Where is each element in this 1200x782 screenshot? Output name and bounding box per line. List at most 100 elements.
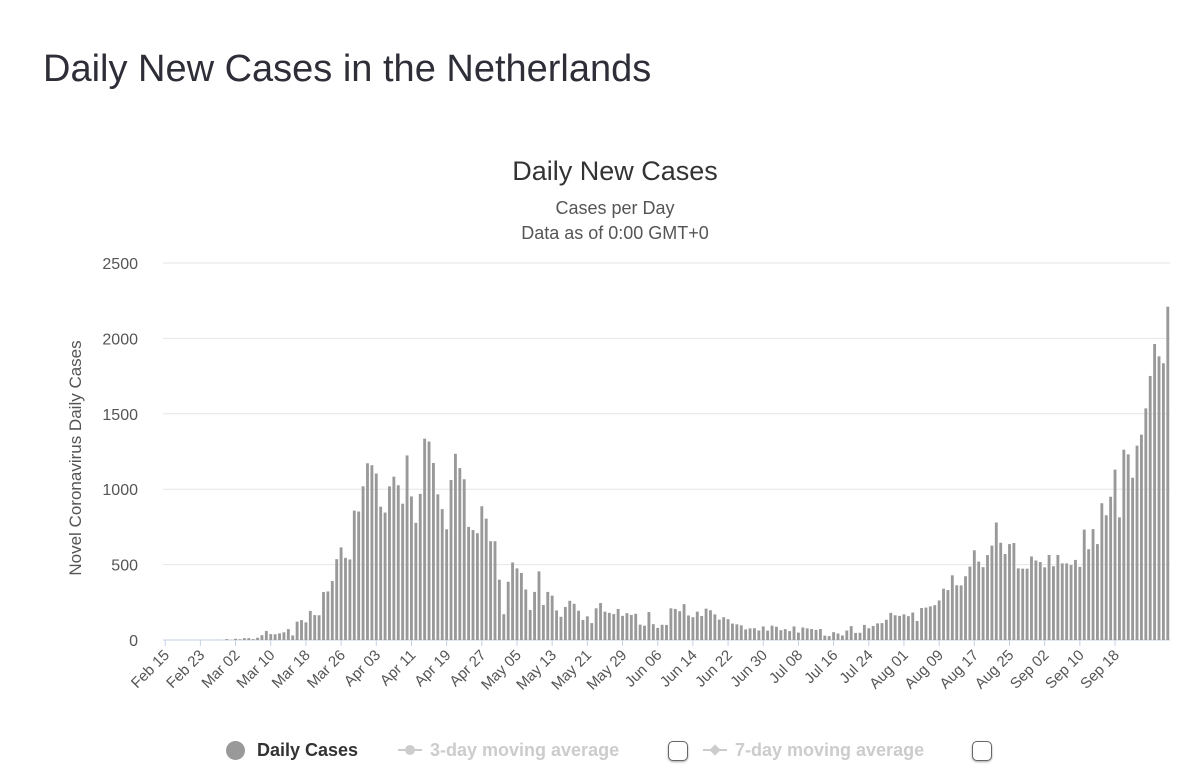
daily-cases-bar[interactable] bbox=[1157, 356, 1161, 640]
daily-cases-bar[interactable] bbox=[1074, 559, 1077, 640]
daily-cases-bar[interactable] bbox=[612, 614, 616, 640]
daily-cases-bar[interactable] bbox=[405, 455, 409, 640]
daily-cases-bar[interactable] bbox=[625, 613, 629, 640]
daily-cases-bar[interactable] bbox=[322, 592, 325, 640]
daily-cases-bar[interactable] bbox=[770, 625, 774, 640]
daily-cases-bar[interactable] bbox=[533, 591, 537, 640]
daily-cases-bar[interactable] bbox=[981, 567, 985, 640]
daily-cases-bar[interactable] bbox=[264, 630, 268, 640]
daily-cases-bar[interactable] bbox=[990, 545, 994, 640]
daily-cases-bar[interactable] bbox=[753, 628, 756, 640]
daily-cases-bar[interactable] bbox=[225, 639, 229, 640]
daily-cases-bar[interactable] bbox=[1104, 515, 1108, 640]
daily-cases-bar[interactable] bbox=[497, 579, 501, 640]
daily-cases-bar[interactable] bbox=[541, 605, 545, 640]
daily-cases-bar[interactable] bbox=[814, 629, 818, 640]
daily-cases-bar[interactable] bbox=[634, 613, 638, 640]
daily-cases-bar[interactable] bbox=[1060, 563, 1064, 640]
daily-cases-bar[interactable] bbox=[256, 637, 259, 640]
daily-cases-bar[interactable] bbox=[1030, 556, 1033, 640]
daily-cases-bar[interactable] bbox=[678, 611, 682, 640]
daily-cases-bar[interactable] bbox=[1109, 496, 1113, 640]
daily-cases-bar[interactable] bbox=[726, 619, 730, 640]
daily-cases-bar[interactable] bbox=[766, 630, 770, 640]
daily-cases-bar[interactable] bbox=[581, 619, 585, 640]
daily-cases-bar[interactable] bbox=[401, 503, 405, 640]
daily-cases-bar[interactable] bbox=[933, 605, 937, 640]
daily-cases-bar[interactable] bbox=[977, 561, 981, 640]
daily-cases-bar[interactable] bbox=[1038, 562, 1042, 640]
daily-cases-bar[interactable] bbox=[713, 614, 717, 640]
daily-cases-bar[interactable] bbox=[616, 608, 620, 640]
daily-cases-bar[interactable] bbox=[986, 555, 989, 640]
daily-cases-bar[interactable] bbox=[445, 529, 449, 640]
daily-cases-bar[interactable] bbox=[722, 617, 726, 640]
daily-cases-bar[interactable] bbox=[994, 522, 998, 640]
daily-cases-bar[interactable] bbox=[1135, 445, 1139, 640]
legend-3-day-average[interactable]: 3-day moving average bbox=[398, 735, 619, 765]
daily-cases-bar[interactable] bbox=[867, 628, 871, 640]
daily-cases-bar[interactable] bbox=[964, 576, 967, 640]
daily-cases-bar[interactable] bbox=[317, 615, 321, 640]
daily-cases-bar[interactable] bbox=[374, 473, 378, 640]
daily-cases-bar[interactable] bbox=[427, 441, 431, 640]
daily-cases-bar[interactable] bbox=[392, 476, 396, 640]
daily-cases-bar[interactable] bbox=[1131, 477, 1135, 640]
daily-cases-bar[interactable] bbox=[234, 638, 237, 640]
daily-cases-bar[interactable] bbox=[506, 581, 510, 640]
daily-cases-bar[interactable] bbox=[1122, 449, 1126, 640]
daily-cases-bar[interactable] bbox=[269, 634, 273, 640]
daily-cases-bar[interactable] bbox=[251, 639, 255, 640]
daily-cases-bar[interactable] bbox=[911, 612, 915, 640]
daily-cases-bar[interactable] bbox=[796, 632, 800, 640]
daily-cases-bar[interactable] bbox=[942, 588, 945, 640]
daily-cases-bar[interactable] bbox=[665, 624, 668, 640]
daily-cases-bar[interactable] bbox=[449, 480, 453, 640]
daily-cases-bar[interactable] bbox=[1012, 543, 1016, 640]
daily-cases-bar[interactable] bbox=[871, 625, 875, 640]
daily-cases-bar[interactable] bbox=[700, 616, 704, 640]
daily-cases-bar[interactable] bbox=[286, 629, 290, 640]
ma7-checkbox[interactable] bbox=[972, 741, 992, 761]
daily-cases-bar[interactable] bbox=[511, 562, 515, 640]
daily-cases-bar[interactable] bbox=[1166, 306, 1170, 640]
daily-cases-bar[interactable] bbox=[669, 608, 673, 640]
daily-cases-bar[interactable] bbox=[1161, 363, 1165, 640]
daily-cases-bar[interactable] bbox=[893, 615, 897, 640]
daily-cases-bar[interactable] bbox=[788, 631, 792, 640]
daily-cases-bar[interactable] bbox=[1118, 517, 1121, 640]
daily-cases-bar[interactable] bbox=[823, 635, 827, 640]
daily-cases-bar[interactable] bbox=[572, 603, 576, 640]
daily-cases-bar[interactable] bbox=[559, 616, 563, 640]
daily-cases-bar[interactable] bbox=[629, 614, 633, 640]
daily-cases-bar[interactable] bbox=[357, 511, 361, 640]
daily-cases-bar[interactable] bbox=[1091, 529, 1095, 640]
daily-cases-bar[interactable] bbox=[432, 462, 435, 640]
daily-cases-bar[interactable] bbox=[854, 632, 858, 640]
daily-cases-bar[interactable] bbox=[282, 632, 286, 640]
daily-cases-bar[interactable] bbox=[651, 624, 655, 640]
daily-cases-bar[interactable] bbox=[489, 541, 493, 640]
legend-7-day-average[interactable]: 7-day moving average bbox=[703, 735, 924, 765]
daily-cases-bar[interactable] bbox=[493, 541, 497, 640]
daily-cases-bar[interactable] bbox=[568, 600, 572, 640]
daily-cases-bar[interactable] bbox=[335, 559, 339, 640]
daily-cases-bar[interactable] bbox=[704, 608, 708, 640]
daily-cases-bar[interactable] bbox=[898, 615, 901, 640]
daily-cases-bar[interactable] bbox=[594, 608, 598, 640]
daily-cases-bar[interactable] bbox=[458, 468, 462, 640]
daily-cases-bar[interactable] bbox=[656, 627, 660, 640]
daily-cases-bar[interactable] bbox=[537, 571, 541, 640]
daily-cases-bar[interactable] bbox=[818, 628, 822, 640]
daily-cases-bar[interactable] bbox=[862, 624, 866, 640]
daily-cases-bar[interactable] bbox=[304, 622, 308, 640]
daily-cases-bar[interactable] bbox=[326, 591, 330, 640]
daily-cases-bar[interactable] bbox=[1065, 563, 1069, 640]
daily-cases-bar[interactable] bbox=[687, 615, 690, 640]
daily-cases-bar[interactable] bbox=[1034, 560, 1038, 640]
daily-cases-bar[interactable] bbox=[779, 630, 783, 640]
daily-cases-bar[interactable] bbox=[840, 635, 844, 640]
daily-cases-bar[interactable] bbox=[436, 494, 440, 640]
daily-cases-bar[interactable] bbox=[1113, 469, 1117, 640]
daily-cases-bar[interactable] bbox=[1148, 375, 1152, 640]
